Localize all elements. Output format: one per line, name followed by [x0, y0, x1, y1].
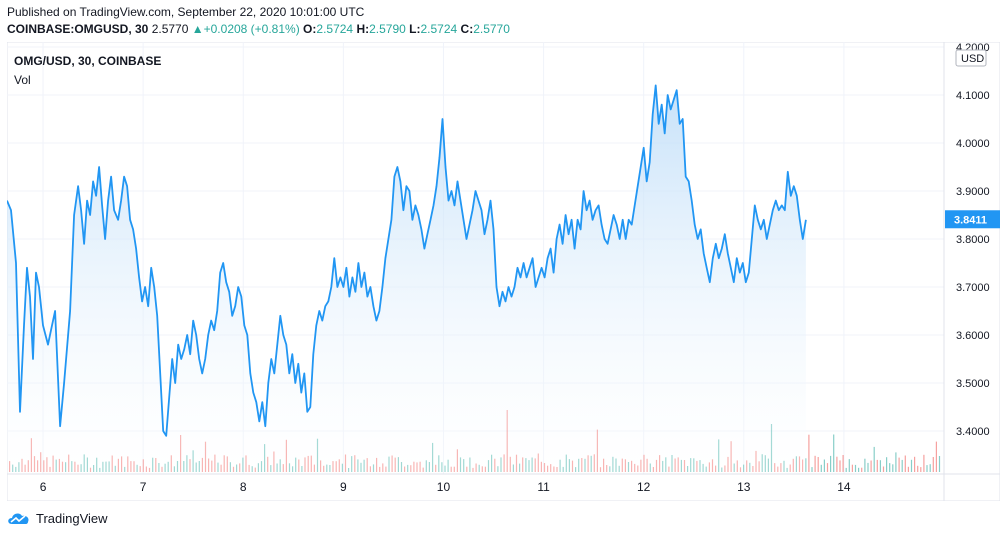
- low-value: 2.5724: [420, 22, 458, 36]
- time-axis-tick-label: 8: [240, 480, 247, 494]
- volume-bar: [833, 434, 835, 472]
- volume-bar: [820, 464, 822, 472]
- close-value: 2.5770: [473, 22, 510, 36]
- volume-bar: [817, 457, 819, 472]
- volume-bar: [926, 465, 928, 472]
- volume-bar: [808, 434, 810, 472]
- last-price-tag: [945, 210, 1000, 229]
- symbol-name: COINBASE:OMGUSD, 30: [7, 22, 149, 36]
- volume-bar: [910, 459, 913, 472]
- price-axis-tick-label: 4.0000: [956, 138, 990, 150]
- open-value: 2.5724: [316, 22, 354, 36]
- volume-bar: [851, 464, 853, 472]
- time-axis-tick-label: 10: [437, 480, 451, 494]
- close-label: C:: [460, 22, 474, 36]
- volume-bar: [892, 464, 894, 472]
- volume-bar: [867, 462, 869, 472]
- price-axis-tick-label: 3.9000: [956, 186, 990, 198]
- volume-bar: [873, 446, 875, 472]
- price-axis-tick-label: 3.4000: [956, 426, 990, 438]
- volume-bar: [861, 467, 863, 472]
- legend-title: OMG/USD, 30, COINBASE: [14, 54, 162, 68]
- time-axis-tick-label: 9: [340, 480, 347, 494]
- price-axis-tick-label: 3.8000: [956, 234, 990, 246]
- tradingview-cloud-icon: [8, 513, 29, 524]
- time-axis-tick-label: 11: [537, 480, 550, 494]
- volume-bar: [848, 459, 850, 472]
- volume-bar: [920, 467, 922, 472]
- volume-bar: [823, 459, 825, 472]
- volume-bar: [864, 458, 866, 472]
- price-area-fill: [7, 85, 806, 475]
- volume-bar: [917, 465, 919, 472]
- volume-bar: [935, 441, 937, 472]
- price-axis-tick-label: 3.7000: [956, 282, 990, 294]
- volume-bar: [870, 460, 872, 472]
- last-price-label: 3.8411: [954, 214, 987, 226]
- time-axis-tick-label: 7: [140, 480, 147, 494]
- legend-volume: Vol: [14, 73, 31, 87]
- time-axis-tick-label: 13: [737, 480, 751, 494]
- volume-bar: [836, 456, 838, 472]
- volume-bar: [879, 460, 881, 472]
- volume-bar: [938, 456, 941, 472]
- publish-info: Published on TradingView.com, September …: [7, 5, 365, 19]
- currency-label: USD: [961, 53, 984, 65]
- volume-bar: [895, 452, 897, 472]
- volume-bar: [811, 467, 813, 472]
- price-axis-tick-label: 3.5000: [956, 378, 990, 390]
- time-axis-tick-label: 12: [637, 480, 651, 494]
- volume-bar: [923, 454, 925, 472]
- volume-bar: [842, 455, 844, 472]
- currency-badge[interactable]: [955, 49, 987, 67]
- volume-bar: [907, 466, 909, 472]
- volume-bar: [826, 463, 829, 472]
- volume-bar: [904, 455, 906, 472]
- volume-bar: [854, 464, 857, 472]
- low-label: L:: [409, 22, 421, 36]
- volume-bar: [858, 467, 860, 472]
- volume-bar: [901, 459, 903, 472]
- volume-bar: [882, 466, 885, 472]
- volume-bar: [932, 457, 934, 472]
- volume-bar: [845, 467, 847, 472]
- price-axis-tick-label: 3.6000: [956, 330, 990, 342]
- brand-name: TradingView: [36, 510, 108, 526]
- volume-bar: [914, 456, 916, 472]
- volume-bar: [814, 455, 816, 472]
- volume-bar: [929, 464, 931, 472]
- footer-brand[interactable]: TradingView: [6, 510, 108, 526]
- volume-bar: [889, 463, 891, 472]
- volume-bar: [830, 455, 832, 472]
- volume-bar: [898, 457, 900, 472]
- price-chart[interactable]: 4.20004.10004.00003.90003.80003.70003.60…: [7, 42, 1000, 501]
- time-axis-tick-label: 6: [40, 480, 47, 494]
- time-axis-tick-label: 14: [837, 480, 851, 494]
- volume-bar: [839, 460, 841, 472]
- high-label: H:: [356, 22, 370, 36]
- price-line: [7, 84, 807, 437]
- open-label: O:: [303, 22, 317, 36]
- volume-bar: [876, 459, 878, 472]
- price-axis-tick-label: 4.1000: [956, 90, 990, 102]
- volume-bar: [886, 457, 888, 472]
- price-change: ▲+0.0208 (+0.81%): [191, 22, 300, 36]
- high-value: 2.5790: [369, 22, 406, 36]
- last-price: 2.5770: [151, 22, 189, 36]
- chart-legend: OMG/USD, 30, COINBASE Vol: [14, 54, 161, 87]
- symbol-header: COINBASE:OMGUSD, 30 2.5770 ▲+0.0208 (+0.…: [7, 22, 510, 36]
